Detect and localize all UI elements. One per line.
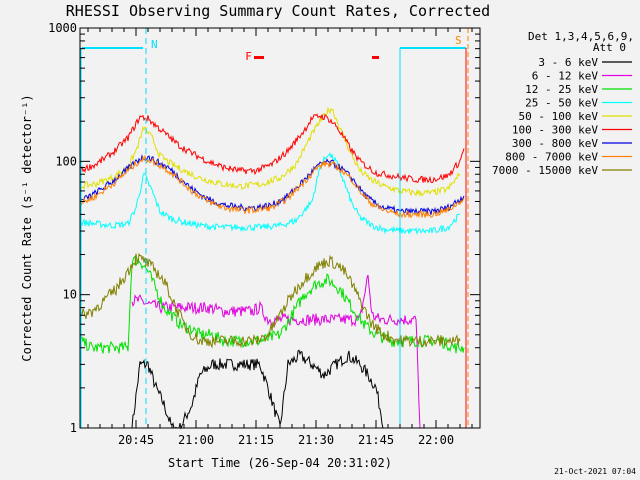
legend-label-0: 3 - 6 keV — [538, 56, 598, 69]
x-tick-label: 20:45 — [118, 433, 154, 447]
flare-marker-1 — [254, 56, 264, 59]
x-tick-label: 21:15 — [238, 433, 274, 447]
series-line-8 — [79, 252, 461, 349]
legend-header-line-1: Det 1,3,4,5,6,9, — [528, 30, 634, 43]
annotation-layer: N F S — [80, 28, 469, 428]
y-axis: 1 10 100 1000 — [48, 21, 480, 435]
legend-label-4: 50 - 100 keV — [519, 110, 599, 123]
x-tick-label: 21:00 — [178, 433, 214, 447]
chart-title: RHESSI Observing Summary Count Rates, Co… — [66, 2, 490, 20]
y-tick-label: 1000 — [48, 21, 77, 35]
legend-label-7: 800 - 7000 keV — [505, 151, 598, 164]
y-tick-label: 1 — [70, 421, 77, 435]
x-axis: 20:45 21:00 21:15 21:30 21:45 22:00 — [87, 28, 473, 447]
night-marker-label: N — [151, 38, 158, 51]
y-tick-label: 10 — [63, 288, 77, 302]
legend-header-line-2: Att 0 — [593, 41, 626, 54]
series-line-4 — [79, 107, 461, 198]
flare-marker-label: F — [245, 50, 252, 63]
x-tick-label: 22:00 — [418, 433, 454, 447]
footer-timestamp: 21-Oct-2021 07:04 — [554, 467, 636, 476]
legend-label-6: 300 - 800 keV — [512, 137, 598, 150]
legend-label-2: 12 - 25 keV — [525, 83, 598, 96]
x-axis-label: Start Time (26-Sep-04 20:31:02) — [168, 456, 392, 470]
series-line-3 — [79, 152, 461, 236]
x-tick-label: 21:45 — [358, 433, 394, 447]
y-axis-label: Corrected Count Rate (s⁻¹ detector⁻¹) — [20, 94, 34, 361]
x-tick-label: 21:30 — [298, 433, 334, 447]
y-tick-label: 100 — [55, 154, 77, 168]
legend-label-8: 7000 - 15000 keV — [492, 164, 598, 177]
legend-label-3: 25 - 50 keV — [525, 97, 598, 110]
legend-label-1: 6 - 12 keV — [532, 70, 599, 83]
flare-marker-2 — [372, 56, 379, 59]
legend-label-5: 100 - 300 keV — [512, 124, 598, 137]
saa-marker-label: S — [455, 34, 462, 47]
